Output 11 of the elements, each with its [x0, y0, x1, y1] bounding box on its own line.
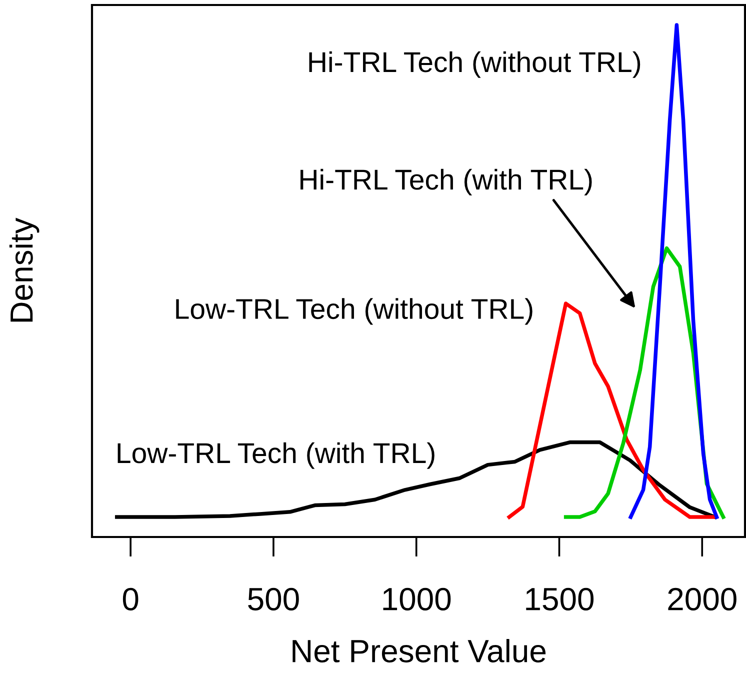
x-tick-label: 2000	[668, 588, 736, 610]
annotation: Hi-TRL Tech (without TRL)	[309, 51, 640, 78]
x-tick-label: 1500	[526, 588, 594, 610]
x-tick-label: 0	[122, 588, 138, 610]
annotation: Hi-TRL Tech (with TRL)	[300, 168, 592, 196]
x-axis-title: Net Present Value	[292, 639, 546, 662]
annotation: Low-TRL Tech (without TRL)	[176, 298, 532, 325]
x-tick-label: 500	[248, 588, 299, 610]
annotation: Low-TRL Tech (with TRL)	[118, 442, 434, 469]
x-tick-label: 1000	[383, 588, 451, 610]
y-axis-title: Density	[9, 218, 40, 322]
